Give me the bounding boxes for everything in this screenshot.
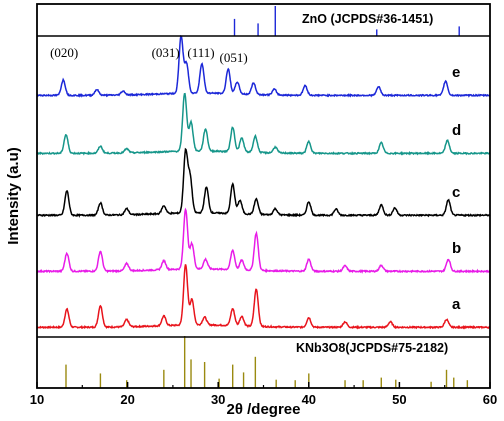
trace-b: b [36,207,491,274]
peak-label: (020) [50,45,78,60]
trace-e-label: e [452,64,460,81]
xrd-traces: a b c d e [36,34,491,330]
trace-b-line [36,207,491,274]
zno-reference-sticks [233,6,460,36]
y-axis-title: Intensity (a.u) [5,147,22,245]
knb3o8-reference-sticks [65,336,469,388]
trace-e: e [36,34,491,98]
peak-label: (031) [152,45,180,60]
trace-d-line [36,92,491,156]
peak-label: (111) [187,45,214,60]
trace-a: a [36,264,491,330]
x-tick-label: 40 [302,392,316,407]
x-tick-label: 10 [30,392,44,407]
trace-e-line [36,34,491,98]
trace-c-line [36,147,491,218]
peak-label: (051) [220,50,248,65]
trace-a-label: a [452,296,461,313]
trace-a-line [36,264,491,330]
plot-frame [36,3,491,389]
x-tick-label: 30 [211,392,225,407]
x-tick-label: 60 [483,392,497,407]
x-axis-ticks: 10 20 30 40 50 60 [30,382,497,407]
trace-d-label: d [452,122,461,139]
knb3o8-reference-label: KNb3O8(JCPDS#75-2182) [296,341,448,355]
x-axis-title: 2θ /degree [227,401,301,418]
trace-d: d [36,92,491,156]
trace-c: c [36,147,491,218]
peak-labels: (020) (031) (111) (051) [50,45,248,65]
x-tick-label: 20 [120,392,134,407]
trace-b-label: b [452,240,461,257]
zno-reference-label: ZnO (JCPDS#36-1451) [302,12,433,26]
trace-c-label: c [452,184,460,201]
x-tick-label: 50 [392,392,406,407]
